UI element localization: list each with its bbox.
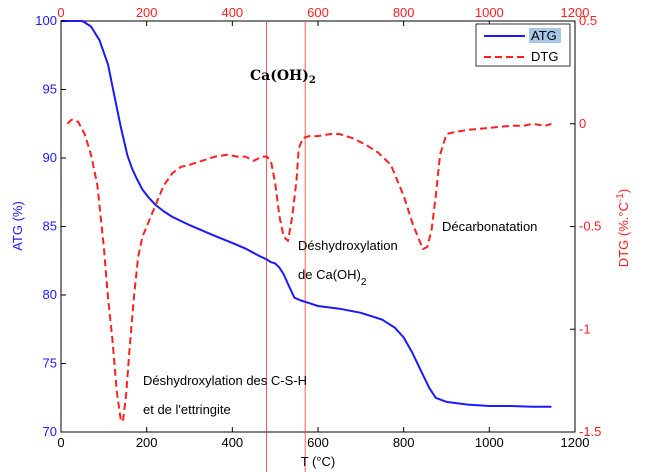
caoh2-title-sub: 2 (309, 75, 316, 86)
y-right-label-main: DTG (%.°C (616, 202, 631, 267)
y-right-axis-label: DTG (%.°C-1) (615, 189, 631, 267)
series-group (61, 20, 552, 423)
x-bottom-tick-label-1: 200 (136, 435, 158, 450)
x-top-tick-label-5: 1000 (475, 5, 504, 20)
y-left-tick-label-0: 70 (43, 424, 57, 439)
legend-dtg-label: DTG (531, 49, 558, 64)
x-top-tick-label-6: 1200 (561, 5, 590, 20)
y-right-tick-label-3: 0 (579, 116, 586, 131)
series-dtg-line (66, 118, 552, 423)
x-bottom-tick-label-3: 600 (307, 435, 329, 450)
x-bottom-tick-label-2: 400 (221, 435, 243, 450)
y-left-tick-label-2: 80 (43, 287, 57, 302)
series-atg-line (61, 20, 552, 408)
x-bottom-tick-label-5: 1000 (475, 435, 504, 450)
y-left-axis-label: ATG (%) (10, 201, 25, 251)
annotation-decarbonatation: Décarbonatation (442, 219, 537, 234)
y-right-tick-label-0: -1.5 (579, 424, 601, 439)
annotation-deshydrox-caoh2-line2: de Ca(OH)2 (298, 267, 367, 288)
x-top-tick-label-3: 600 (307, 5, 329, 20)
caoh2-title-text: Ca(OH) (250, 68, 309, 84)
legend-atg-highlight (529, 28, 561, 43)
y-right-tick-label-2: -0.5 (579, 219, 601, 234)
x-bottom-tick-label-6: 1200 (561, 435, 590, 450)
legend: ATG DTG (475, 23, 571, 67)
y-left-tick-label-6: 100 (35, 13, 57, 28)
y-left-tick-label-4: 90 (43, 150, 57, 165)
annotation-deshydrox-caoh2-line1: Déshydroxylation (298, 238, 398, 253)
deshydrox-caoh2-text: de Ca(OH) (298, 267, 361, 282)
x-top-tick-label-4: 800 (393, 5, 415, 20)
legend-atg-label: ATG (531, 28, 557, 43)
x-top-tick-label-0: 0 (57, 5, 64, 20)
annotation-csh-line2: et de l'ettringite (143, 402, 231, 417)
x-top-tick-label-2: 400 (221, 5, 243, 20)
y-right-label-end: ) (616, 189, 631, 193)
y-right-tick-label-4: 0.5 (579, 13, 597, 28)
x-top-tick-label-1: 200 (136, 5, 158, 20)
x-axis-label: T (°C) (301, 454, 336, 469)
y-left-tick-label-1: 75 (43, 356, 57, 371)
x-bottom-tick-label-0: 0 (57, 435, 64, 450)
y-right-tick-label-1: -1 (579, 321, 591, 336)
y-left-tick-label-5: 95 (43, 82, 57, 97)
y-right-label-sup: -1 (615, 193, 626, 202)
deshydrox-caoh2-sub: 2 (361, 277, 367, 288)
vertical-markers (266, 21, 306, 472)
annotation-csh-line1: Déshydroxylation des C-S-H (143, 373, 307, 388)
annotation-caoh2-title: Ca(OH)2 (250, 68, 316, 86)
y-left-tick-label-3: 85 (43, 219, 57, 234)
x-bottom-tick-label-4: 800 (393, 435, 415, 450)
plot-area (60, 20, 576, 433)
